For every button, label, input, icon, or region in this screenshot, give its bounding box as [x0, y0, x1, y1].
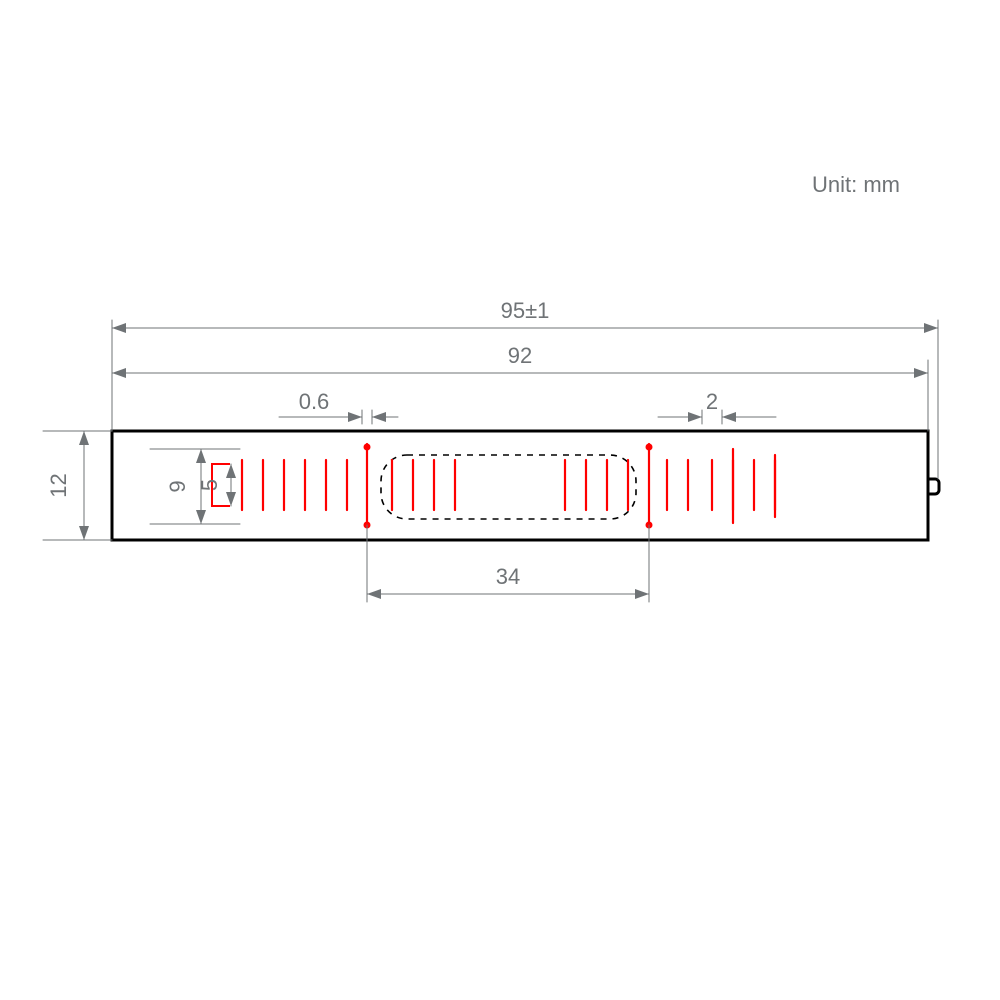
dim-2: 2	[706, 389, 718, 414]
dim-92: 92	[508, 343, 532, 368]
chip-outline	[381, 455, 636, 519]
dim-34: 34	[496, 564, 520, 589]
dim-95: 95±1	[501, 298, 550, 323]
dim-9: 9	[165, 480, 190, 492]
dim-0-6: 0.6	[299, 389, 330, 414]
unit-label: Unit: mm	[812, 172, 900, 197]
dim-12: 12	[46, 473, 71, 497]
dim-5: 5	[197, 479, 222, 491]
engineering-drawing: Unit: mm 95±1 92 0.6 2 12 95 34	[0, 0, 1000, 1000]
body-tab	[928, 479, 939, 494]
